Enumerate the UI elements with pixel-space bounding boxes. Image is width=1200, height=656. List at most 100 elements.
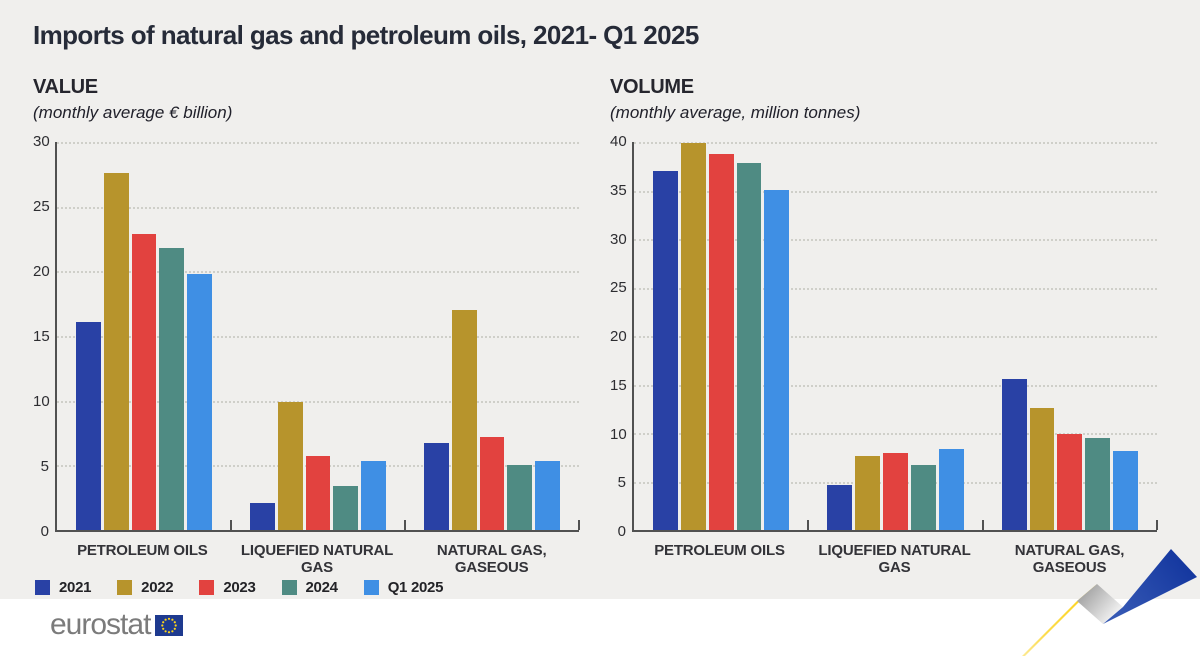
y-axis-label: 5 [40,458,49,475]
bar-2022 [855,456,881,530]
gridline [634,336,1157,338]
bar-q1-2025 [1113,451,1138,530]
y-axis-label: 20 [33,263,50,280]
y-axis-label: 0 [40,523,49,540]
legend-label: 2022 [141,579,174,596]
legend-item: 2023 [199,579,256,596]
legend-item: 2022 [117,579,174,596]
x-axis-label: PETROLEUM OILS [77,542,208,559]
bar-groups [57,142,580,530]
legend-item: 2024 [281,579,338,596]
legend-label: 2023 [223,579,256,596]
bar-q1-2025 [187,273,212,530]
bar-group [983,142,1159,530]
bar-2022 [451,310,477,530]
plot-area [55,142,580,532]
gridline [57,206,579,209]
x-axis-label: LIQUEFIED NATURAL GAS [240,542,394,576]
x-axis-label: LIQUEFIED NATURAL GAS [818,542,971,576]
bar-group [405,142,580,530]
bar-2023 [708,153,734,530]
bar-group [634,142,810,530]
y-axis-label: 0 [617,523,626,540]
category-row: PETROLEUM OILS LIQUEFIED NATURAL GAS NATUR… [632,542,1157,576]
eurostat-wordmark: eurostat [50,608,151,641]
eu-flag-stars [161,617,178,633]
gridline [57,400,579,403]
bar-2024 [507,465,533,530]
chart-title: VALUE [33,76,98,98]
y-axis-label: 15 [33,328,50,345]
bar-2021 [653,171,678,530]
volume-chart: VOLUME (monthly average, million tonnes)… [610,76,1159,576]
y-axis-label: 20 [610,328,627,345]
legend-item: Q1 2025 [363,579,444,596]
bar-2022 [277,401,303,530]
bar-2023 [1057,433,1083,530]
y-axis-label: 25 [610,279,627,297]
gridline [634,384,1157,387]
page-title: Imports of natural gas and petroleum oil… [33,20,699,50]
gridline [634,142,1157,144]
bar-2024 [333,486,359,530]
y-axis-label: 35 [610,181,627,199]
value-chart: VALUE (monthly average € billion) 0 5 10 15… [33,76,580,576]
gridline [57,271,579,274]
chart-title: VOLUME [610,76,694,98]
bar-2023 [305,456,331,530]
bar-2023 [131,233,157,530]
x-axis-label: NATURAL GAS, GASEOUS [1014,542,1125,576]
eu-flag-icon [155,614,184,636]
y-axis-label: 10 [33,393,50,410]
legend: 2021 2022 2023 2024 Q1 2025 [35,579,443,596]
gridline [634,287,1157,290]
y-axis-label: 5 [617,474,626,492]
gridline [634,433,1157,435]
y-axis-label: 10 [610,425,627,443]
bar-2022 [103,173,129,530]
bar-q1-2025 [535,461,560,530]
bar-2022 [680,142,706,530]
bar-group [57,142,232,530]
bar-q1-2025 [938,448,964,530]
legend-swatch-icon [199,580,215,595]
chart-subtitle: (monthly average € billion) [33,103,233,122]
y-axis-label: 30 [33,133,50,150]
y-axis-label: 25 [33,198,50,215]
y-axis-label: 15 [610,376,627,394]
bar-2024 [736,163,762,530]
chart-subtitle: (monthly average, million tonnes) [610,103,861,122]
bar-2021 [424,443,449,530]
eurostat-logo: eurostat [50,608,184,642]
legend-swatch-icon [281,580,297,595]
legend-swatch-icon [35,580,50,595]
plot: 0 5 10 15 20 25 30 35 40 [610,133,1159,540]
y-axis-label: 30 [610,230,627,248]
legend-swatch-icon [117,580,133,595]
bar-groups [634,142,1159,530]
gridline [57,336,579,338]
category-row: PETROLEUM OILS LIQUEFIED NATURAL GAS NATUR… [55,542,579,576]
bar-2023 [479,436,505,530]
gridline [634,190,1157,193]
bar-2024 [1085,437,1111,530]
gridline [57,142,579,144]
legend-swatch-icon [363,580,379,595]
bar-2023 [883,453,908,530]
x-axis-label: NATURAL GAS, GASEOUS [436,542,547,576]
bar-q1-2025 [361,461,386,530]
bar-2024 [910,465,936,530]
bar-2021 [827,485,853,530]
gridline [634,239,1157,241]
bar-2021 [1001,378,1027,530]
bar-2021 [76,321,101,530]
y-axis-label: 40 [610,133,627,150]
bar-2021 [250,502,275,530]
bar-2024 [159,248,185,530]
legend-label: 2021 [59,579,92,596]
legend-label: Q1 2025 [387,579,444,596]
legend-label: 2024 [305,579,338,596]
bar-group [808,142,984,530]
bar-group [231,142,406,530]
